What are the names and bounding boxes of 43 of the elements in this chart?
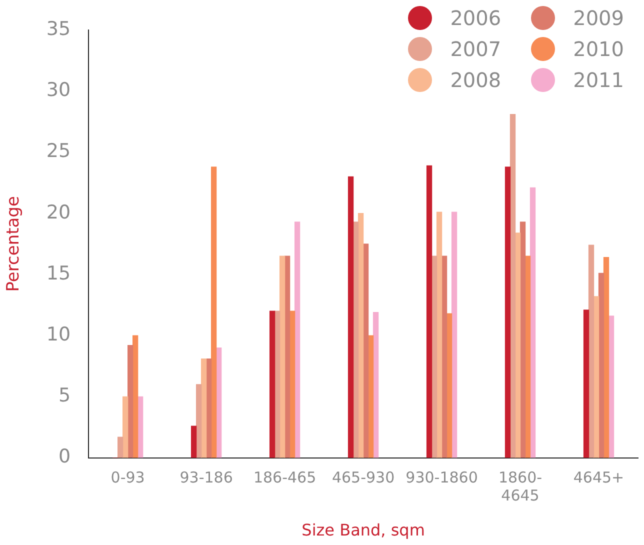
bar (279, 256, 286, 458)
legend-label: 2009 (573, 6, 624, 30)
bar (196, 384, 202, 458)
y-tick-label: 20 (46, 201, 71, 224)
x-tick-label: 930-1860 (406, 468, 478, 487)
y-tick-label: 0 (58, 446, 71, 468)
x-tick-label: 4645+ (573, 468, 624, 487)
x-tick-label: 186-465 (253, 468, 316, 487)
y-tick-label: 30 (46, 79, 71, 102)
bar (583, 310, 590, 458)
bar (588, 244, 594, 458)
x-tick-label: 1860-4645 (498, 468, 542, 505)
y-tick-label: 10 (46, 324, 71, 346)
bar (190, 426, 197, 458)
y-axis-title: Percentage (4, 196, 24, 292)
bar (294, 222, 300, 458)
bar (372, 312, 379, 458)
bar (510, 114, 516, 458)
legend-label: 2006 (450, 6, 502, 30)
bar (117, 436, 124, 458)
y-tick-label: 35 (46, 18, 71, 40)
x-axis-title: Size Band, sqm (302, 520, 425, 540)
bar (436, 212, 442, 458)
x-tick-label: 93-186 (180, 468, 233, 487)
legend-label: 2010 (573, 36, 624, 60)
bar (451, 212, 458, 458)
legend-label: 2011 (573, 68, 624, 92)
bar (426, 165, 432, 458)
y-tick-label: 25 (46, 140, 71, 162)
bar (210, 166, 217, 458)
bar (504, 166, 511, 458)
bar (200, 358, 207, 458)
legend-label: 2008 (450, 68, 502, 92)
bar (127, 345, 134, 458)
y-tick-label: 15 (46, 262, 71, 284)
bar (269, 310, 276, 458)
x-tick-label: 465-930 (332, 468, 395, 487)
bar (348, 176, 354, 458)
y-tick-label: 5 (58, 384, 71, 407)
bar (122, 396, 128, 458)
x-tick-label: 0-93 (110, 468, 145, 487)
bar (530, 187, 536, 458)
legend-label: 2007 (450, 36, 502, 60)
